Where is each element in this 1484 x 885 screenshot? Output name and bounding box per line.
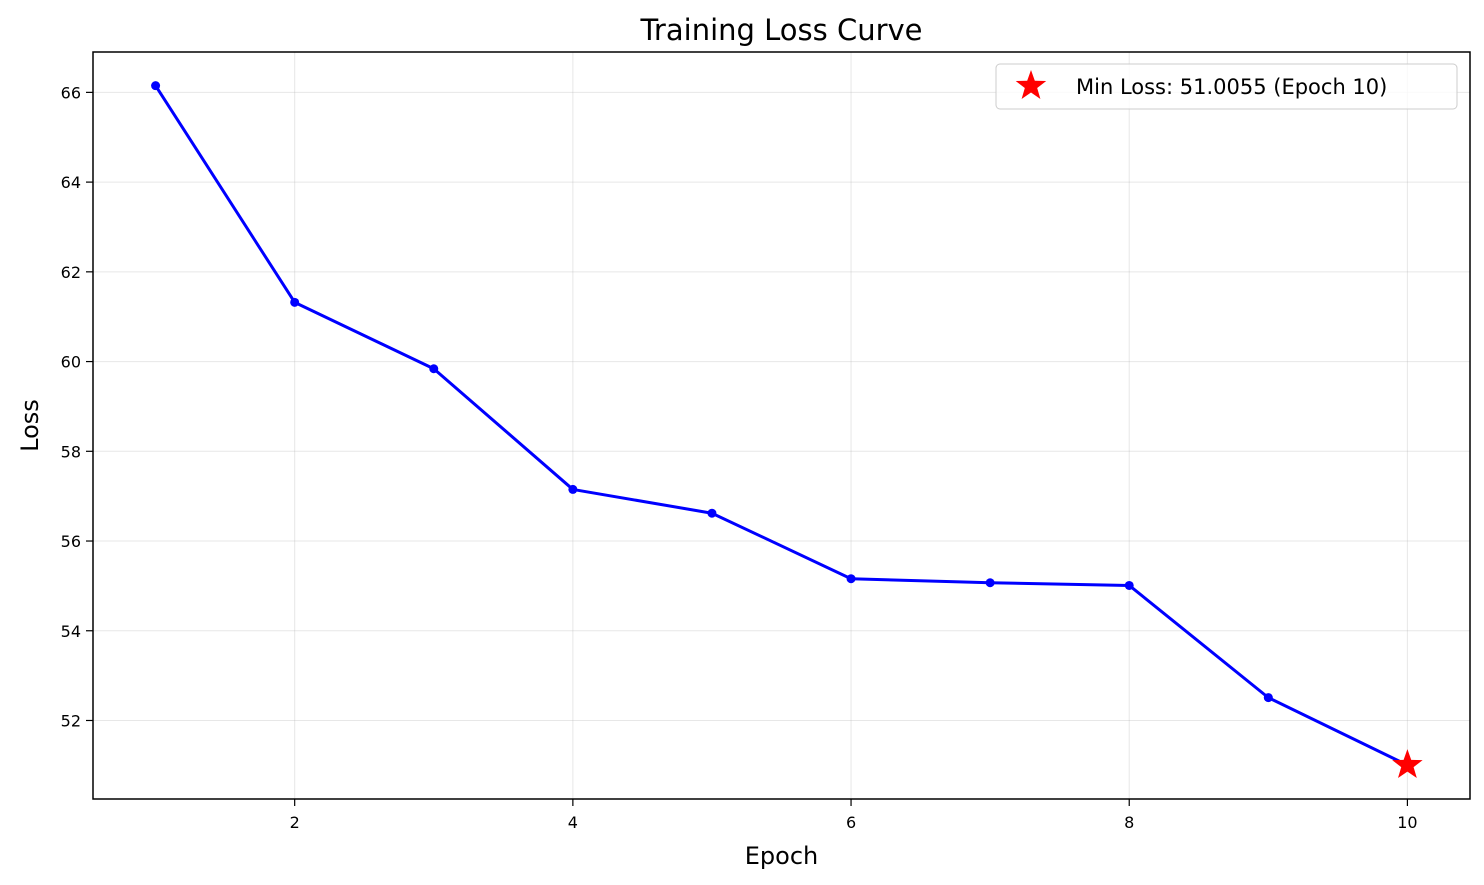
y-tick-label: 58 (61, 442, 81, 461)
x-tick-label: 4 (568, 813, 578, 832)
plot-frame (92, 51, 1471, 800)
x-tick-label: 2 (290, 813, 300, 832)
y-tick-label: 54 (61, 622, 81, 641)
loss-point (1263, 693, 1273, 703)
y-tick-label: 60 (61, 353, 81, 372)
legend-box (995, 63, 1458, 110)
loss-point (429, 364, 439, 374)
chart-title: Training Loss Curve (639, 13, 922, 47)
y-tick-label: 62 (61, 263, 81, 282)
y-tick-label: 56 (61, 532, 81, 551)
y-tick-label: 52 (61, 711, 81, 730)
legend-label: Min Loss: 51.0055 (Epoch 10) (1076, 75, 1387, 99)
loss-point (846, 574, 856, 584)
grid (93, 52, 1470, 799)
loss-point (290, 297, 300, 307)
x-tick-label: 6 (846, 813, 856, 832)
loss-point (151, 81, 161, 91)
y-tick-label: 64 (61, 173, 81, 192)
loss-point (1124, 580, 1134, 590)
min-loss-star (1392, 749, 1423, 779)
x-tick-label: 10 (1397, 813, 1417, 832)
x-tick-label: 8 (1124, 813, 1134, 832)
loss-point (568, 484, 578, 494)
series (151, 81, 1423, 779)
ticks: 2 4 6 8 10 52 54 56 58 60 62 64 66 (61, 83, 1418, 832)
legend: Min Loss: 51.0055 (Epoch 10) (995, 63, 1458, 110)
y-axis-title: Loss (16, 399, 44, 452)
legend-star-icon (1015, 70, 1047, 99)
loss-point (985, 578, 995, 588)
x-axis-title: Epoch (745, 842, 819, 870)
loss-point (707, 508, 717, 518)
loss-line (154, 84, 1409, 767)
y-tick-label: 66 (61, 83, 81, 102)
